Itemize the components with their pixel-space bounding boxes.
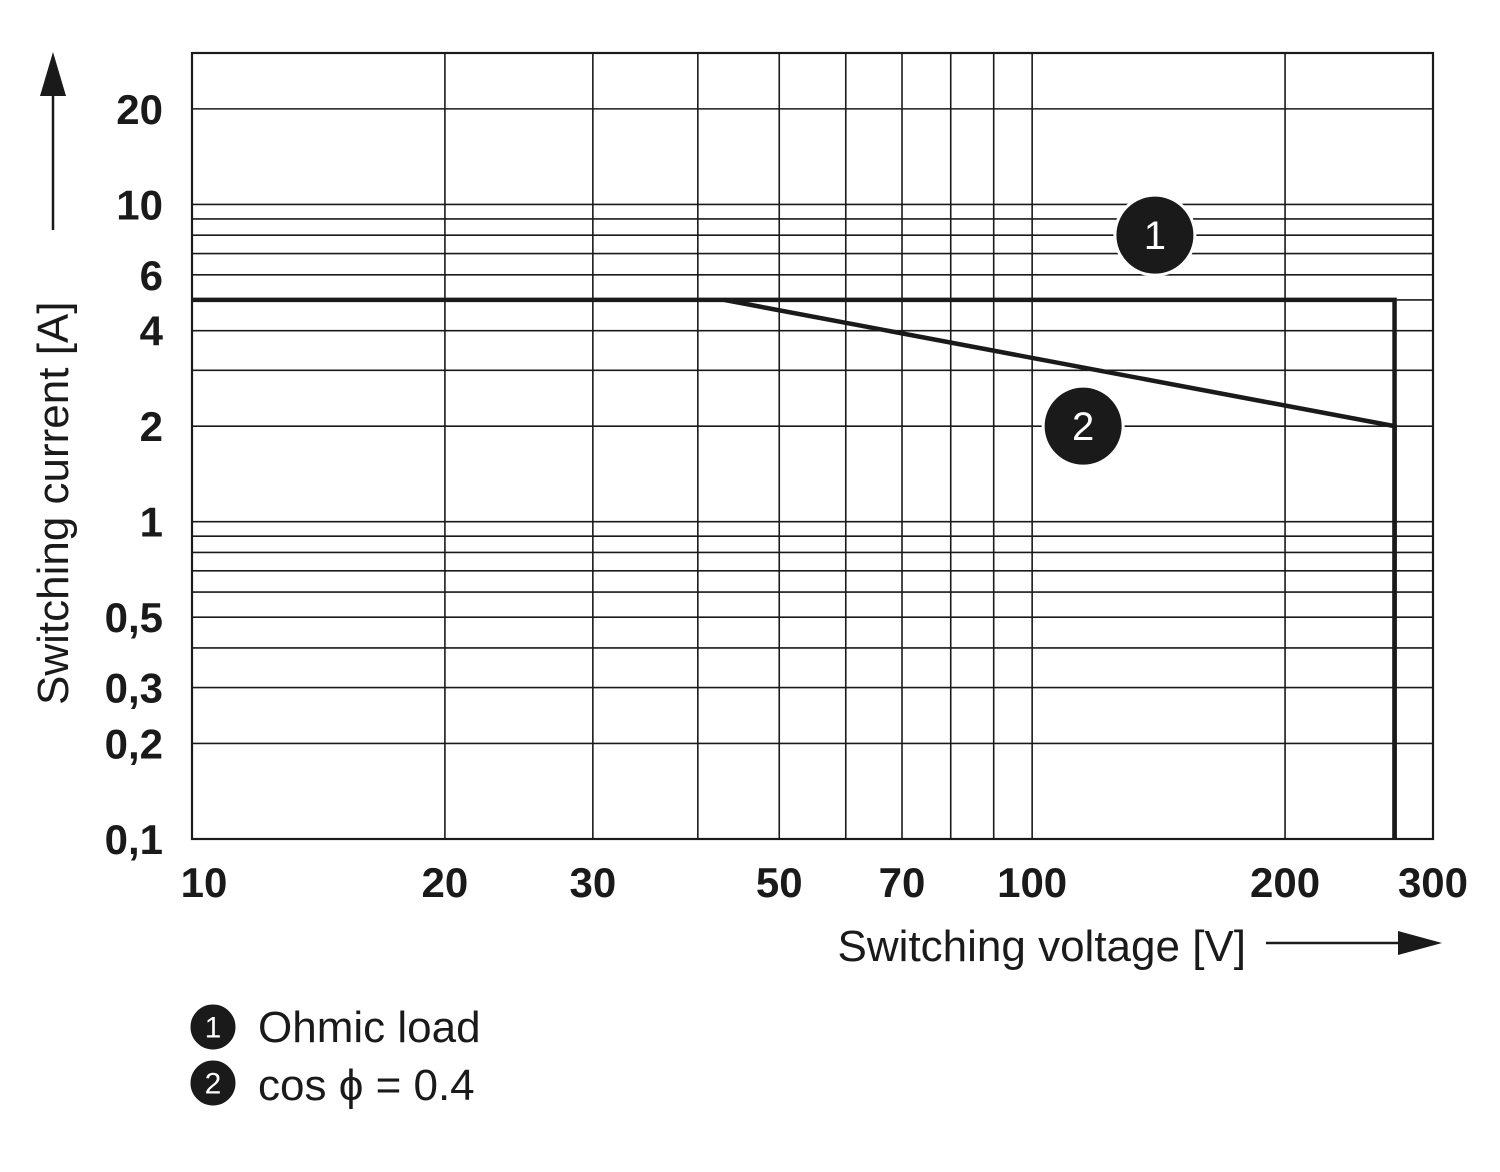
x-tick-label: 70 (879, 859, 926, 906)
series-line-1 (192, 297, 1397, 839)
x-tick-labels: 10 20 30 50 70 100 200 300 (181, 859, 1468, 906)
y-tick-label: 0,5 (105, 594, 163, 641)
legend-marker-2 (187, 1057, 239, 1109)
y-tick-label: 10 (116, 181, 163, 228)
x-tick-label: 10 (181, 859, 228, 906)
legend-marker-1 (187, 1001, 239, 1053)
series-marker-1-text: 1 (1144, 214, 1166, 258)
x-tick-label: 300 (1398, 859, 1468, 906)
plot-frame (190, 51, 1435, 841)
x-tick-label: 20 (422, 859, 469, 906)
y-tick-label: 0,3 (105, 665, 163, 712)
legend-item-cos: 2 cos ϕ = 0.4 (187, 1057, 475, 1110)
series-group (192, 297, 1397, 839)
legend-label-cos: cos ϕ = 0.4 (258, 1061, 475, 1110)
y-axis-arrow-head (40, 52, 66, 96)
series-line-2 (723, 297, 1397, 839)
legend: 1 Ohmic load 2 cos ϕ = 0.4 (187, 1001, 481, 1110)
x-tick-label: 30 (569, 859, 616, 906)
series-marker-1 (1113, 193, 1197, 277)
x-tick-label: 200 (1250, 859, 1320, 906)
x-tick-label: 100 (997, 859, 1067, 906)
y-tick-label: 0,2 (105, 720, 163, 767)
series-marker-2-text: 2 (1072, 405, 1094, 449)
y-tick-label: 4 (140, 308, 164, 355)
legend-marker-2-text: 2 (205, 1068, 222, 1101)
x-tick-label: 50 (756, 859, 803, 906)
grid (191, 53, 1434, 839)
y-tick-label: 0,1 (105, 816, 163, 863)
legend-marker-1-text: 1 (205, 1012, 222, 1045)
legend-item-ohmic: 1 Ohmic load (187, 1001, 481, 1053)
x-axis-label: Switching voltage [V] (838, 922, 1246, 971)
y-axis-label: Switching current [A] (29, 302, 78, 706)
legend-label-ohmic: Ohmic load (258, 1003, 481, 1052)
y-tick-label: 2 (140, 403, 163, 450)
y-tick-label: 6 (140, 252, 163, 299)
y-tick-labels: 0,1 0,2 0,3 0,5 1 2 4 6 10 20 (105, 86, 164, 863)
series-marker-2 (1041, 384, 1125, 468)
x-axis-arrow-head (1398, 931, 1442, 955)
y-tick-label: 20 (116, 86, 163, 133)
y-tick-label: 1 (140, 499, 163, 546)
annotation-group: 12 (1041, 193, 1197, 468)
